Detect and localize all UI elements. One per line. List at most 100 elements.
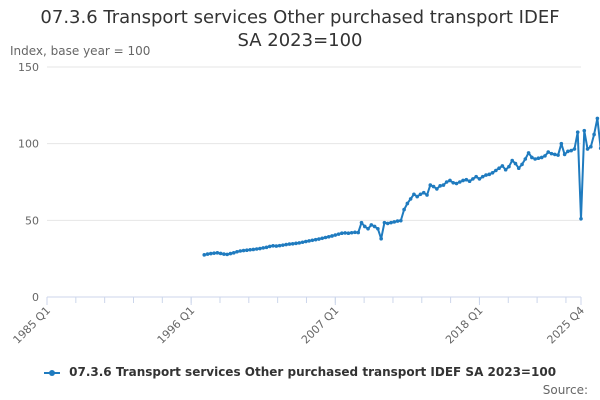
data-point: [530, 155, 534, 160]
data-point: [507, 164, 511, 169]
data-point: [222, 252, 226, 256]
data-point: [366, 226, 370, 231]
data-point: [408, 197, 413, 201]
data-point: [336, 232, 341, 236]
data-point: [372, 224, 377, 229]
data-point: [428, 183, 433, 187]
data-point: [480, 174, 485, 179]
y-tick-label: 50: [25, 214, 39, 227]
data-point: [441, 183, 446, 187]
data-point: [477, 177, 482, 181]
data-point: [215, 251, 220, 255]
data-point: [307, 239, 311, 243]
data-point: [467, 179, 472, 184]
data-point: [405, 201, 410, 206]
data-point: [454, 181, 459, 186]
data-point: [415, 194, 420, 199]
x-tick-label: 1985 Q1: [11, 304, 54, 347]
data-point: [245, 248, 249, 253]
data-point: [533, 157, 537, 161]
data-point: [543, 154, 547, 158]
data-point: [205, 252, 210, 256]
data-point: [461, 178, 465, 183]
data-point: [235, 249, 239, 254]
data-point: [238, 249, 243, 253]
data-point: [579, 217, 583, 221]
data-point: [228, 251, 233, 256]
data-point: [513, 161, 518, 166]
x-tick-label: 2025 Q4: [545, 304, 588, 347]
data-point: [425, 193, 429, 197]
data-point: [526, 151, 531, 155]
data-point: [500, 164, 505, 168]
data-point: [438, 184, 442, 188]
data-point: [418, 192, 423, 197]
data-point: [356, 230, 361, 235]
legend[interactable]: 07.3.6 Transport services Other purchase…: [0, 365, 600, 379]
data-point: [464, 177, 469, 182]
data-point: [330, 234, 334, 238]
data-point: [399, 218, 403, 223]
data-point: [323, 235, 328, 240]
data-point: [412, 192, 416, 197]
chart-title-line-1: 07.3.6 Transport services Other purchase…: [40, 7, 560, 28]
data-point: [523, 157, 528, 161]
chart-title: 07.3.6 Transport services Other purchase…: [0, 6, 600, 52]
data-point: [552, 152, 557, 157]
x-tick-label: 2018 Q1: [443, 304, 486, 347]
data-point: [582, 128, 587, 133]
data-point: [212, 251, 216, 255]
data-point: [343, 231, 347, 235]
data-point: [566, 149, 570, 154]
x-tick-label: 2007 Q1: [299, 304, 342, 347]
data-point: [258, 246, 262, 251]
data-point: [595, 116, 600, 121]
axis-layer: 0 50 100 150 1985 Q1 1996 Q1 2007 Q1 2018 Q1 202…: [11, 61, 588, 346]
data-point: [277, 243, 282, 248]
series-line: [204, 117, 600, 256]
data-point: [395, 219, 400, 223]
data-point: [267, 244, 272, 249]
legend-label[interactable]: 07.3.6 Transport services Other purchase…: [69, 365, 557, 379]
data-point: [218, 251, 223, 256]
data-point: [202, 253, 207, 257]
data-point: [471, 177, 475, 181]
data-point: [281, 243, 285, 247]
data-point: [320, 236, 324, 241]
data-point: [444, 180, 449, 184]
data-point: [310, 238, 315, 243]
data-point: [503, 167, 508, 172]
data-point: [271, 243, 275, 248]
data-point: [490, 171, 495, 175]
data-point: [346, 231, 351, 236]
data-point: [572, 147, 577, 151]
data-point: [379, 236, 383, 241]
data-point: [539, 155, 544, 160]
data-point: [376, 226, 380, 231]
data-point: [326, 234, 331, 239]
data-point: [254, 247, 259, 251]
data-point: [317, 237, 321, 241]
data-point: [589, 144, 593, 149]
data-point: [569, 148, 573, 153]
data-point: [300, 240, 305, 245]
data-point: [333, 233, 338, 237]
data-point: [549, 151, 554, 156]
data-point: [487, 172, 492, 177]
data-point: [402, 207, 406, 212]
y-tick-label: 100: [18, 138, 39, 151]
data-point: [556, 153, 560, 157]
data-point: [340, 231, 344, 236]
data-point: [248, 247, 252, 252]
data-point: [546, 150, 551, 154]
grid-layer: [47, 66, 581, 221]
legend-swatch-icon: [43, 367, 60, 379]
data-point: [297, 241, 302, 245]
y-tick-label: 150: [18, 61, 39, 74]
data-point: [290, 241, 295, 246]
data-point: [359, 220, 364, 225]
data-point: [349, 230, 354, 235]
data-point: [520, 162, 524, 167]
data-point: [451, 180, 456, 185]
